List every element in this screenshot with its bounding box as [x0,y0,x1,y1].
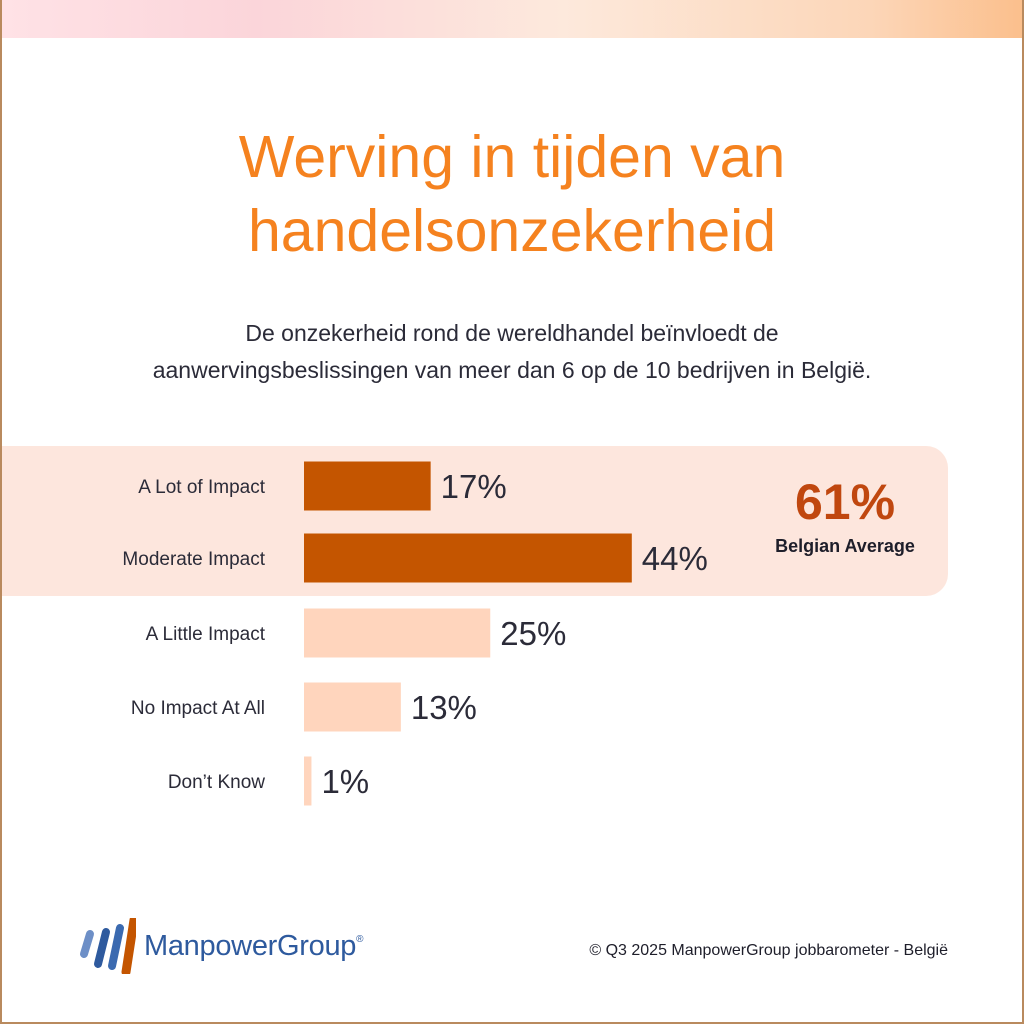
brand-name: ManpowerGroup® [144,930,363,963]
value-label: 1% [321,763,369,800]
category-label: A Little Impact [146,624,266,645]
bar [304,682,401,732]
logo-stripe [94,928,110,968]
belgian-average-value: 61% [794,474,896,530]
category-label: No Impact At All [131,698,265,719]
logo-stripe [80,930,94,958]
brand-name-text: ManpowerGroup [144,929,357,962]
category-label: A Lot of Impact [138,477,265,498]
value-label: 13% [411,689,477,726]
value-label: 17% [441,468,507,505]
category-label: Don’t Know [168,772,265,793]
title-line-2: handelsonzekerheid [247,198,777,264]
belgian-average-label: Belgian Average [775,536,915,556]
value-label: 44% [642,540,708,577]
logo-stripe [108,924,124,970]
page-title: Werving in tijden van handelsonzekerheid [0,120,1024,268]
title-line-1: Werving in tijden van [238,124,786,190]
category-label: Moderate Impact [122,549,265,570]
bar [304,608,491,658]
logo-stripe [121,918,136,974]
bar [304,756,312,806]
subtitle-line-2: aanwervingsbeslissingen van meer dan 6 o… [152,357,872,383]
value-label: 25% [500,615,566,652]
page-subtitle: De onzekerheid rond de wereldhandel beïn… [0,315,1024,389]
manpowergroup-stripes-icon [80,918,136,974]
subtitle-line-1: De onzekerheid rond de wereldhandel beïn… [245,320,779,346]
trademark-symbol: ® [356,933,364,945]
bar [304,461,431,511]
bar [304,533,632,583]
manpowergroup-logo: ManpowerGroup® [76,918,363,974]
source-footer: © Q3 2025 ManpowerGroup jobbarometer - B… [589,942,948,959]
top-gradient-banner [0,0,1024,38]
